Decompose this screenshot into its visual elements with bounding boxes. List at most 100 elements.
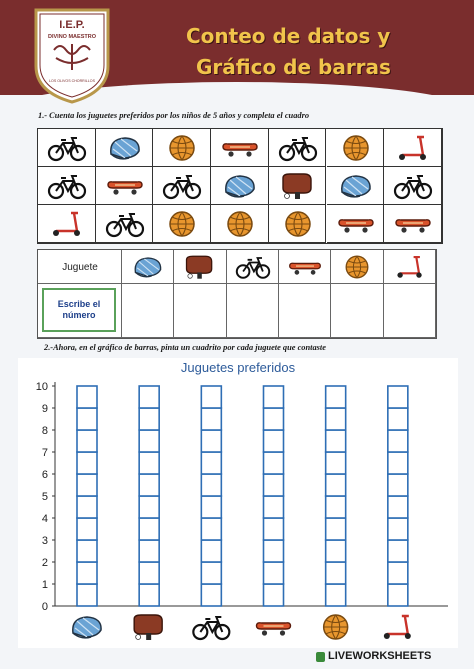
bar-square[interactable] bbox=[138, 407, 160, 431]
bar-square[interactable] bbox=[138, 583, 160, 607]
bar-square[interactable] bbox=[262, 385, 285, 409]
bar-square[interactable] bbox=[387, 517, 409, 541]
bar-square[interactable] bbox=[262, 539, 285, 563]
bar-square[interactable] bbox=[262, 429, 285, 453]
bar-square[interactable] bbox=[138, 561, 160, 585]
write-label-line2: número bbox=[62, 310, 96, 320]
bar-square[interactable] bbox=[262, 583, 285, 607]
bar-square[interactable] bbox=[387, 561, 409, 585]
ball-icon bbox=[346, 255, 369, 279]
bar-square[interactable] bbox=[200, 561, 223, 585]
toy-grid-cell bbox=[153, 129, 212, 167]
bar-square[interactable] bbox=[324, 495, 347, 519]
toy-grid-cell bbox=[153, 167, 212, 205]
bar-column[interactable] bbox=[200, 385, 223, 607]
bar-square[interactable] bbox=[262, 561, 285, 585]
bar-square[interactable] bbox=[76, 583, 98, 607]
write-number-box: Escribe el número bbox=[42, 288, 116, 332]
scooter-icon bbox=[383, 614, 411, 639]
bar-square[interactable] bbox=[76, 539, 98, 563]
bar-square[interactable] bbox=[262, 451, 285, 475]
bar-square[interactable] bbox=[387, 451, 409, 475]
bar-square[interactable] bbox=[324, 561, 347, 585]
bar-square[interactable] bbox=[387, 495, 409, 519]
bar-square[interactable] bbox=[76, 451, 98, 475]
tally-answer-cell[interactable] bbox=[383, 284, 436, 338]
bar-square[interactable] bbox=[200, 583, 223, 607]
bar-square[interactable] bbox=[324, 451, 347, 475]
bar-square[interactable] bbox=[138, 451, 160, 475]
bar-square[interactable] bbox=[262, 517, 285, 541]
bar-square[interactable] bbox=[200, 385, 223, 409]
bar-square[interactable] bbox=[200, 473, 223, 497]
bar-square[interactable] bbox=[200, 539, 223, 563]
bar-square[interactable] bbox=[138, 385, 160, 409]
toy-grid-cell bbox=[384, 205, 442, 243]
bike-icon bbox=[47, 137, 87, 162]
tally-answer-cell[interactable] bbox=[122, 284, 175, 338]
tally-answer-cell[interactable] bbox=[331, 284, 384, 338]
bar-square[interactable] bbox=[138, 429, 160, 453]
tally-answer-cell[interactable] bbox=[226, 284, 279, 338]
bar-column[interactable] bbox=[262, 385, 285, 607]
skateboard-icon bbox=[289, 262, 322, 275]
bar-square[interactable] bbox=[262, 495, 285, 519]
bike-icon bbox=[235, 257, 271, 279]
bar-column[interactable] bbox=[324, 385, 347, 607]
bar-square[interactable] bbox=[76, 407, 98, 431]
bar-square[interactable] bbox=[76, 517, 98, 541]
tally-answer-cell[interactable] bbox=[279, 284, 332, 338]
tally-header-label: Juguete bbox=[62, 261, 98, 273]
ball-icon bbox=[285, 211, 311, 237]
bar-square[interactable] bbox=[324, 429, 347, 453]
bar-square[interactable] bbox=[76, 429, 98, 453]
bar-square[interactable] bbox=[324, 539, 347, 563]
y-tick-label: 2 bbox=[42, 557, 48, 569]
bar-square[interactable] bbox=[138, 539, 160, 563]
toy-grid-cell bbox=[95, 205, 154, 243]
bike-icon bbox=[278, 137, 317, 162]
bar-square[interactable] bbox=[138, 517, 160, 541]
bar-square[interactable] bbox=[324, 583, 347, 607]
bar-column[interactable] bbox=[138, 385, 160, 607]
toy-grid-cell bbox=[38, 129, 96, 167]
bar-square[interactable] bbox=[200, 429, 223, 453]
bar-square[interactable] bbox=[387, 539, 409, 563]
bar-square[interactable] bbox=[387, 583, 409, 607]
bar-square[interactable] bbox=[200, 451, 223, 475]
bar-square[interactable] bbox=[200, 495, 223, 519]
bar-square[interactable] bbox=[324, 473, 347, 497]
bar-square[interactable] bbox=[76, 561, 98, 585]
bar-column[interactable] bbox=[76, 385, 98, 607]
bar-square[interactable] bbox=[324, 517, 347, 541]
bar-square[interactable] bbox=[387, 473, 409, 497]
tally-answer-cell[interactable] bbox=[174, 284, 227, 338]
toy-grid-cell bbox=[326, 167, 385, 205]
bar-square[interactable] bbox=[262, 407, 285, 431]
bar-square[interactable] bbox=[138, 495, 160, 519]
tally-write-cell bbox=[38, 284, 122, 338]
bar-square[interactable] bbox=[76, 495, 98, 519]
bar-square[interactable] bbox=[262, 473, 285, 497]
bar-square[interactable] bbox=[76, 473, 98, 497]
toy-grid-cell bbox=[211, 167, 269, 205]
toy-grid-cell bbox=[268, 167, 327, 205]
bar-square[interactable] bbox=[324, 407, 347, 431]
bar-square[interactable] bbox=[387, 407, 409, 431]
tally-toy-cell bbox=[174, 250, 227, 284]
bar-column[interactable] bbox=[387, 385, 409, 607]
bar-square[interactable] bbox=[200, 517, 223, 541]
school-shield-logo: I.E.P. DIVINO MAESTRO LOS OLIVOS CHORRIL… bbox=[34, 8, 110, 104]
bar-square[interactable] bbox=[387, 385, 409, 409]
helmet-icon bbox=[72, 616, 102, 639]
bar-square[interactable] bbox=[324, 385, 347, 409]
y-tick-label: 8 bbox=[42, 425, 48, 437]
tally-header-cell bbox=[38, 250, 122, 284]
bar-square[interactable] bbox=[76, 385, 98, 409]
bar-square[interactable] bbox=[138, 473, 160, 497]
y-tick-label: 4 bbox=[42, 513, 48, 525]
bike-icon bbox=[105, 213, 144, 238]
bar-square[interactable] bbox=[200, 407, 223, 431]
toy-grid-cell bbox=[95, 167, 154, 205]
bar-square[interactable] bbox=[387, 429, 409, 453]
